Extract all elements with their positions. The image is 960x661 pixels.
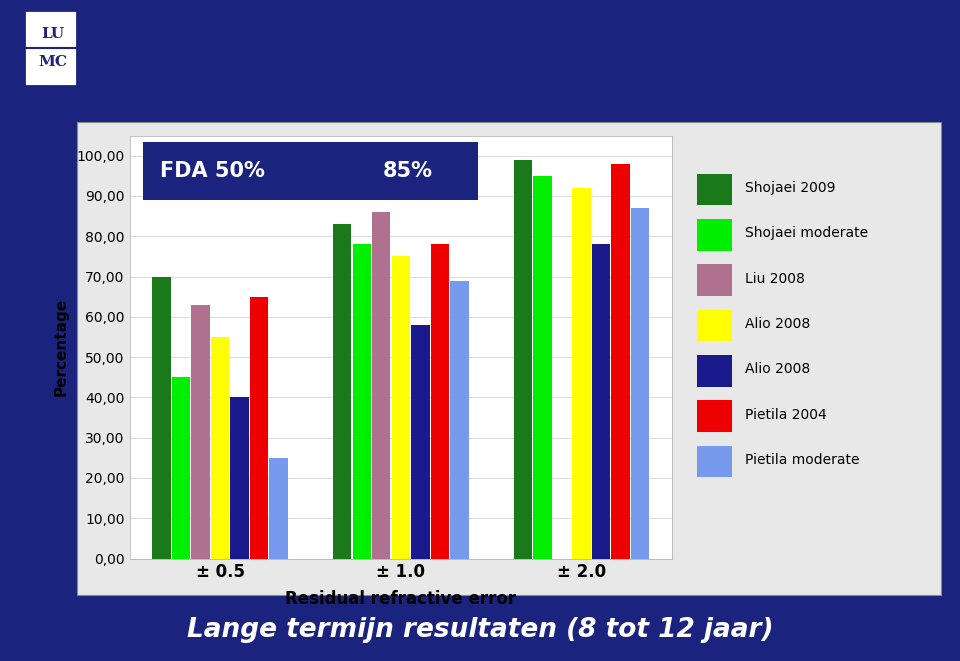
Bar — [697, 309, 732, 341]
Text: Shojaei 2009: Shojaei 2009 — [745, 181, 835, 195]
Bar — [697, 401, 732, 432]
Text: 3. Residual refractive error: 3. Residual refractive error — [101, 34, 545, 62]
Text: Pietila 2004: Pietila 2004 — [745, 408, 827, 422]
Text: Alio 2008: Alio 2008 — [745, 317, 810, 331]
Bar — [572, 188, 590, 559]
Bar — [333, 224, 351, 559]
Bar — [631, 208, 649, 559]
Bar — [211, 337, 229, 559]
Bar — [411, 325, 429, 559]
Bar — [450, 280, 468, 559]
Bar — [514, 160, 532, 559]
Text: 85%: 85% — [383, 161, 433, 181]
Bar — [592, 245, 611, 559]
Bar — [172, 377, 190, 559]
Bar — [431, 245, 449, 559]
Y-axis label: Percentage: Percentage — [53, 298, 68, 396]
Text: FDA 50%: FDA 50% — [160, 161, 265, 181]
Bar — [250, 297, 268, 559]
Bar — [153, 276, 171, 559]
Text: Liu 2008: Liu 2008 — [745, 272, 804, 286]
Bar — [372, 212, 391, 559]
Bar — [352, 245, 371, 559]
Text: Shojaei moderate: Shojaei moderate — [745, 226, 868, 240]
Bar — [697, 219, 732, 251]
Bar — [534, 176, 552, 559]
Bar — [697, 174, 732, 206]
Bar — [191, 305, 209, 559]
Bar — [612, 164, 630, 559]
Bar — [697, 355, 732, 387]
Text: Lange termijn resultaten (8 tot 12 jaar): Lange termijn resultaten (8 tot 12 jaar) — [187, 617, 773, 642]
Bar — [697, 446, 732, 477]
Text: Pietila moderate: Pietila moderate — [745, 453, 859, 467]
Text: MC: MC — [38, 56, 67, 69]
Text: LU: LU — [41, 26, 64, 40]
Bar — [697, 264, 732, 296]
X-axis label: Residual refractive error: Residual refractive error — [285, 590, 516, 607]
Bar — [392, 256, 410, 559]
Text: Alio 2008: Alio 2008 — [745, 362, 810, 376]
Bar — [143, 141, 478, 200]
FancyBboxPatch shape — [24, 10, 77, 86]
Bar — [270, 458, 288, 559]
Bar — [230, 397, 249, 559]
